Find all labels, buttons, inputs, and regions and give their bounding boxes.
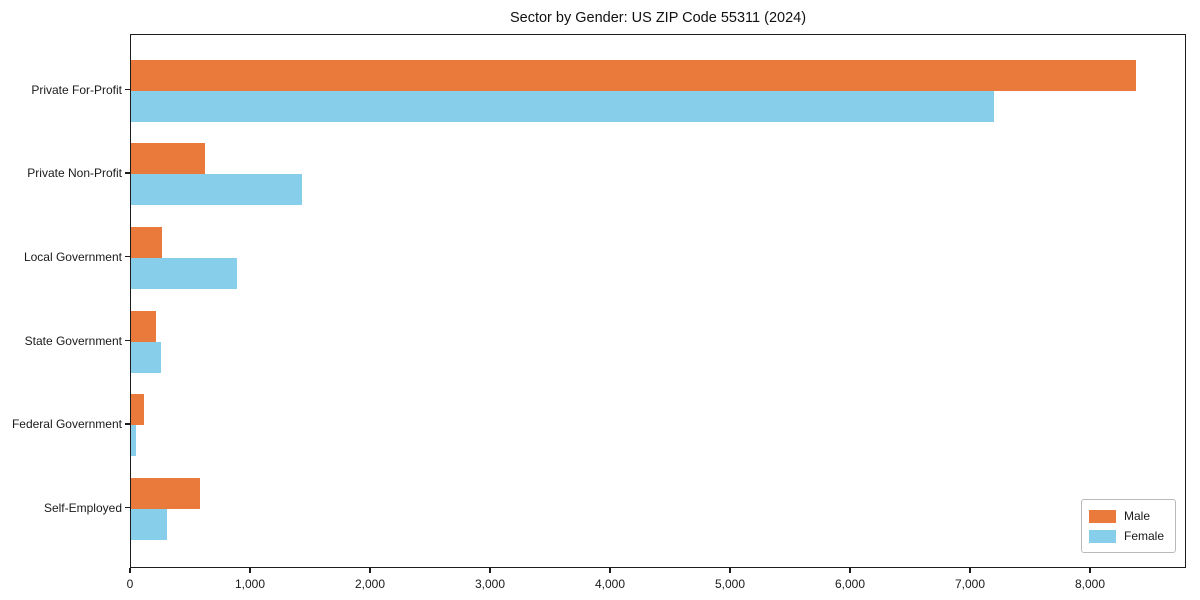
legend-item-female: Female [1089,526,1167,546]
legend-swatch-male [1089,509,1116,523]
bar-female-private-for-profit [131,90,994,122]
xtick-label-8-000: 8,000 [1074,577,1106,591]
xtick-label-6-000: 6,000 [834,577,866,591]
legend-swatch-female [1089,529,1116,543]
bar-male-private-non-profit [131,143,205,175]
ytick-label-local-government: Local Government [23,249,122,264]
plot-area [130,34,1186,568]
xtick-label-3-000: 3,000 [474,577,506,591]
bar-female-state-government [131,341,161,373]
xtick-label-0: 0 [126,577,134,591]
ytick-mark [125,507,130,509]
xtick-mark [249,568,251,573]
chart-title: Sector by Gender: US ZIP Code 55311 (202… [509,10,807,26]
legend-label-male: Male [1124,509,1151,523]
ytick-mark [125,339,130,341]
bar-female-federal-government [131,425,136,457]
xtick-label-2-000: 2,000 [354,577,386,591]
bar-male-self-employed [131,478,200,509]
xtick-mark [129,568,131,573]
xtick-mark [849,568,851,573]
legend-label-female: Female [1124,529,1165,543]
xtick-mark [609,568,611,573]
bar-male-local-government [131,226,162,258]
xtick-mark [969,568,971,573]
xtick-mark [369,568,371,573]
xtick-mark [729,568,731,573]
xtick-mark [1089,568,1091,573]
bar-female-self-employed [131,509,167,540]
xtick-label-1-000: 1,000 [234,577,266,591]
xtick-mark [489,568,491,573]
legend-item-male: Male [1089,506,1167,526]
bar-male-federal-government [131,394,144,426]
ytick-mark [125,88,130,90]
ytick-mark [125,423,130,425]
xtick-label-7-000: 7,000 [954,577,986,591]
xtick-label-5-000: 5,000 [714,577,746,591]
ytick-label-private-for-profit: Private For-Profit [31,82,122,97]
bar-female-local-government [131,257,237,289]
bar-male-state-government [131,310,156,342]
ytick-mark [125,255,130,258]
bar-male-private-for-profit [131,59,1136,91]
xtick-label-4-000: 4,000 [594,577,626,591]
ytick-label-state-government: State Government [24,333,122,348]
bar-female-private-non-profit [131,174,302,206]
ytick-mark [125,172,130,174]
ytick-label-private-non-profit: Private Non-Profit [27,166,122,181]
ytick-label-federal-government: Federal Government [11,417,122,432]
legend: Male Female [1081,499,1176,553]
ytick-label-self-employed: Self-Employed [43,501,122,515]
